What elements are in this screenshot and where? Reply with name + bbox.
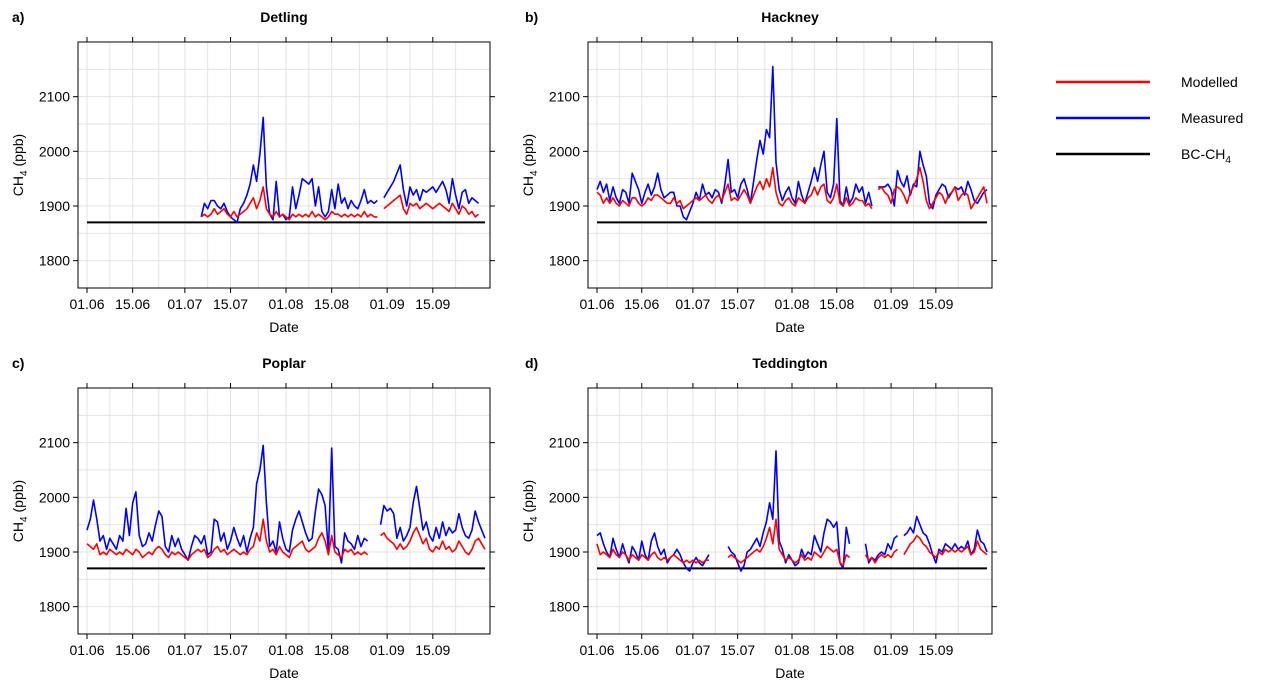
- series-line-measured: [878, 150, 988, 210]
- x-tick-label: 15.06: [624, 642, 659, 658]
- chart-panel-poplar: c) Poplar 1800 1900 2000 2100 01.06 15.06 01.07 1…: [10, 355, 495, 681]
- plot-frame: [587, 387, 993, 635]
- y-tick-label: 2100: [549, 89, 580, 105]
- chart-panel-detling: a) Detling 1800 1900 2000 2100 01.06 15.06 01.07…: [10, 9, 495, 335]
- series-line-modelled: [380, 526, 486, 556]
- y-tick-label: 2100: [39, 435, 70, 451]
- y-tick-label: 2000: [549, 143, 580, 159]
- y-tick-label: 2000: [549, 489, 580, 505]
- x-tick-label: 15.09: [918, 642, 953, 658]
- series-line-modelled: [596, 543, 709, 564]
- series-line-modelled: [596, 166, 873, 210]
- x-tick-label: 01.09: [370, 296, 405, 312]
- y-axis-label: CH4 (ppb): [520, 480, 540, 542]
- x-tick-label: 01.06: [579, 296, 614, 312]
- y-tick-label: 2100: [39, 89, 70, 105]
- panel-letter: d): [525, 355, 538, 371]
- series-line-modelled: [200, 186, 378, 221]
- x-tick-label: 15.09: [415, 642, 450, 658]
- series-line-modelled: [903, 534, 988, 559]
- x-tick-label: 01.07: [675, 642, 710, 658]
- x-axis-label: Date: [775, 665, 805, 681]
- series-line-measured: [903, 515, 988, 564]
- y-tick-label: 1900: [549, 198, 580, 214]
- x-tick-label: 01.07: [167, 296, 202, 312]
- y-tick-label: 1800: [549, 253, 580, 269]
- series-line-modelled: [877, 166, 988, 210]
- y-axis-label: CH4 (ppb): [10, 480, 30, 542]
- chart-title: Poplar: [262, 355, 306, 371]
- x-tick-label: 15.08: [819, 296, 854, 312]
- chart-title: Teddington: [752, 355, 827, 371]
- y-tick-label: 1800: [39, 599, 70, 615]
- x-tick-label: 01.09: [370, 642, 405, 658]
- panel-letter: b): [525, 9, 538, 25]
- y-tick-label: 1800: [549, 599, 580, 615]
- legend-label: Modelled: [1181, 74, 1238, 90]
- plot-frame: [77, 387, 491, 635]
- series-line-measured: [383, 164, 480, 210]
- series-line-measured: [379, 485, 486, 542]
- y-tick-label: 1800: [39, 253, 70, 269]
- y-tick-label: 1900: [39, 198, 70, 214]
- y-tick-label: 1900: [549, 544, 580, 560]
- x-tick-label: 01.08: [268, 642, 303, 658]
- x-tick-label: 01.06: [69, 642, 104, 658]
- chart-title: Hackney: [761, 9, 819, 25]
- x-axis-label: Date: [269, 665, 299, 681]
- x-tick-label: 15.06: [115, 642, 150, 658]
- series-line-modelled: [383, 194, 480, 218]
- series-line-measured: [596, 65, 873, 221]
- series-line-measured: [200, 116, 378, 224]
- x-tick-label: 01.07: [167, 642, 202, 658]
- legend-label: Measured: [1181, 110, 1243, 126]
- y-tick-label: 1900: [39, 544, 70, 560]
- series-line-modelled: [86, 518, 369, 562]
- chart-panel-hackney: b) Hackney 1800 1900 2000 2100 01.06 15.06 01.07…: [520, 9, 997, 335]
- x-tick-label: 15.07: [720, 642, 755, 658]
- legend-item: BC-CH4: [1056, 146, 1231, 166]
- y-axis-label: CH4 (ppb): [520, 134, 540, 196]
- legend-item: Modelled: [1056, 74, 1238, 90]
- x-tick-label: 01.06: [69, 296, 104, 312]
- y-tick-label: 2000: [39, 489, 70, 505]
- series-line-measured: [86, 444, 369, 564]
- panel-letter: c): [12, 355, 24, 371]
- series-line-measured: [596, 532, 710, 572]
- x-tick-label: 15.09: [918, 296, 953, 312]
- plot-frame: [77, 41, 491, 289]
- panel-letter: a): [12, 9, 24, 25]
- x-tick-label: 15.09: [415, 296, 450, 312]
- x-tick-label: 01.08: [774, 296, 809, 312]
- x-tick-label: 15.07: [213, 296, 248, 312]
- x-tick-label: 01.08: [268, 296, 303, 312]
- chart-title: Detling: [260, 9, 307, 25]
- chart-panel-teddington: d) Teddington 1800 1900 2000 2100 01.06 15.06 01…: [520, 355, 997, 681]
- x-tick-label: 15.06: [624, 296, 659, 312]
- legend-item: Measured: [1056, 110, 1243, 126]
- x-tick-label: 01.07: [675, 296, 710, 312]
- x-tick-label: 15.07: [213, 642, 248, 658]
- legend: Modelled Measured BC-CH4: [1056, 74, 1243, 166]
- x-tick-label: 01.09: [874, 642, 909, 658]
- x-axis-label: Date: [775, 319, 805, 335]
- series-line-modelled: [864, 548, 899, 564]
- x-tick-label: 15.07: [720, 296, 755, 312]
- series-line-measured: [727, 450, 851, 572]
- legend-label: BC-CH4: [1181, 146, 1231, 166]
- x-tick-label: 15.08: [314, 642, 349, 658]
- series-line-modelled: [727, 518, 851, 567]
- y-tick-label: 2100: [549, 435, 580, 451]
- x-tick-label: 01.09: [874, 296, 909, 312]
- y-axis-label: CH4 (ppb): [10, 134, 30, 196]
- x-tick-label: 01.08: [774, 642, 809, 658]
- x-tick-label: 15.08: [314, 296, 349, 312]
- x-tick-label: 01.06: [579, 642, 614, 658]
- x-tick-label: 15.06: [115, 296, 150, 312]
- y-tick-label: 2000: [39, 143, 70, 159]
- x-axis-label: Date: [269, 319, 299, 335]
- x-tick-label: 15.08: [819, 642, 854, 658]
- plot-frame: [587, 41, 993, 289]
